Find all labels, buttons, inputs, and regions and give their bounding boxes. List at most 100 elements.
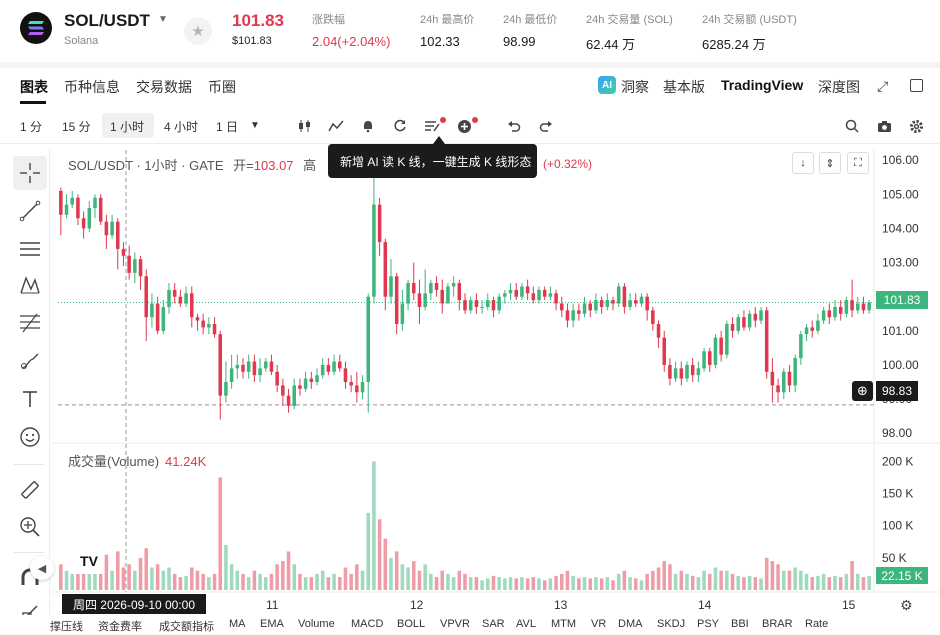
indicator-item[interactable]: 资金费率: [98, 621, 142, 633]
indicator-item[interactable]: VPVR: [440, 618, 470, 630]
indicator-item[interactable]: DMA: [618, 618, 643, 630]
pair-dropdown-icon[interactable]: ▼: [158, 14, 168, 25]
indicator-item[interactable]: MTM: [551, 618, 577, 630]
volume-bar: [451, 577, 456, 590]
volume-bar: [178, 577, 183, 590]
volume-bar: [412, 561, 416, 590]
volume-bar: [531, 577, 536, 590]
ruler-tool-icon[interactable]: [12, 475, 48, 505]
chart-toolbar: 1 分 15 分 1 小时 4 小时 1 日 ▼: [0, 108, 940, 144]
emoji-tool-icon[interactable]: [12, 422, 48, 452]
candle-body: [258, 368, 262, 376]
y-axis-tick: 106.00: [882, 153, 919, 167]
volume-bar: [468, 577, 473, 590]
tab-chart[interactable]: 图表: [20, 79, 48, 95]
indicator-item[interactable]: EMA: [260, 618, 284, 630]
indicator-item[interactable]: Rate: [805, 618, 829, 630]
candle-body: [127, 255, 131, 273]
favorite-star-icon[interactable]: ★: [184, 17, 212, 45]
pair-name[interactable]: SOL/USDT: [64, 11, 150, 30]
candle-body: [241, 364, 245, 372]
parallel-lines-tool-icon[interactable]: [12, 234, 48, 264]
timeframe-1d[interactable]: 1 日: [216, 120, 239, 134]
candle-body: [292, 385, 296, 406]
maximize-pane-icon[interactable]: ⛶: [847, 152, 869, 174]
camera-icon[interactable]: [875, 117, 893, 135]
volume-bar: [742, 577, 746, 590]
collapse-pane-icon[interactable]: ⇕: [819, 152, 841, 174]
candle-body: [759, 310, 763, 321]
timeframe-1m[interactable]: 1 分: [20, 120, 43, 134]
indicator-item[interactable]: 撑压线: [50, 621, 83, 633]
search-icon[interactable]: [843, 117, 861, 135]
timeframe-4h[interactable]: 4 小时: [164, 120, 199, 134]
timeframe-1h[interactable]: 1 小时: [110, 120, 145, 134]
volume-bar: [144, 548, 148, 590]
ai-insight-icon[interactable]: AI: [598, 76, 616, 94]
pattern-tool-icon[interactable]: [12, 270, 48, 300]
x-tick: 11: [266, 598, 279, 612]
tab-community[interactable]: 币圈: [208, 79, 236, 95]
crosshair-tool-icon[interactable]: [13, 156, 47, 190]
indicator-item[interactable]: VR: [591, 618, 607, 630]
indicator-item[interactable]: BBI: [731, 618, 749, 630]
candle-body: [844, 300, 849, 314]
indicator-item[interactable]: 成交额指标: [159, 621, 214, 633]
timeframe-15m[interactable]: 15 分: [62, 120, 91, 134]
candle-body: [332, 361, 336, 372]
indicator-item[interactable]: SAR: [482, 618, 505, 630]
indicator-item[interactable]: AVL: [516, 618, 536, 630]
window-icon[interactable]: [910, 79, 923, 92]
add-circle-icon[interactable]: [455, 117, 473, 135]
undo-icon[interactable]: [505, 117, 523, 135]
tab-insight[interactable]: 洞察: [621, 79, 649, 95]
tab-tradingview[interactable]: TradingView: [721, 77, 804, 93]
trend-line-tool-icon[interactable]: [12, 196, 48, 226]
candle-type-icon[interactable]: [296, 117, 314, 135]
indicator-item[interactable]: MACD: [351, 618, 384, 630]
expand-icon[interactable]: ⤢: [877, 78, 889, 94]
replay-icon[interactable]: [391, 117, 409, 135]
volume-bar: [577, 578, 581, 590]
tab-basic[interactable]: 基本版: [663, 79, 705, 95]
scroll-down-icon[interactable]: ↓: [792, 152, 814, 174]
volume-bar: [491, 575, 496, 590]
settings-gear-icon[interactable]: [907, 117, 925, 135]
indicator-item[interactable]: BRAR: [762, 618, 793, 630]
chart-legend: SOL/USDT · 1小时 · GATE 开=103.07 高: [68, 155, 316, 174]
timeframe-dropdown-icon[interactable]: ▼: [250, 120, 260, 131]
volume-bar: [571, 575, 575, 590]
fib-tool-icon[interactable]: [12, 308, 48, 338]
indicator-item[interactable]: Volume: [298, 618, 335, 630]
indicator-item[interactable]: MA: [229, 618, 246, 630]
indicator-item[interactable]: SKDJ: [657, 618, 686, 630]
volume-bar: [190, 567, 194, 590]
add-alert-plus-icon[interactable]: ⊕: [852, 381, 873, 401]
brush-tool-icon[interactable]: [12, 346, 48, 376]
text-tool-icon[interactable]: [12, 384, 48, 414]
tab-depth[interactable]: 深度图: [818, 79, 860, 95]
volume-bar: [292, 564, 296, 590]
tab-coin-info[interactable]: 币种信息: [64, 79, 120, 95]
candle-body: [594, 300, 598, 311]
zoom-in-tool-icon[interactable]: [12, 512, 48, 542]
stat-value: 2.04(+2.04%): [312, 34, 391, 49]
volume-bar: [389, 557, 393, 590]
volume-bar: [93, 572, 97, 590]
candle-body: [451, 283, 456, 287]
indicator-item[interactable]: PSY: [697, 618, 720, 630]
alert-bell-icon[interactable]: [359, 117, 377, 135]
collapse-toolbar-icon[interactable]: ◀: [30, 556, 54, 580]
volume-bar: [793, 567, 797, 590]
tab-trade-data[interactable]: 交易数据: [136, 79, 192, 95]
axis-settings-icon[interactable]: ⚙: [900, 597, 913, 613]
volume-bar: [759, 578, 763, 590]
x-tick: 15: [842, 598, 856, 612]
candle-body: [793, 358, 797, 386]
volume-bar: [634, 578, 638, 590]
indicator-item[interactable]: BOLL: [397, 618, 426, 630]
indicators-icon[interactable]: [327, 117, 345, 135]
redo-icon[interactable]: [537, 117, 555, 135]
ai-kline-icon[interactable]: [423, 117, 441, 135]
